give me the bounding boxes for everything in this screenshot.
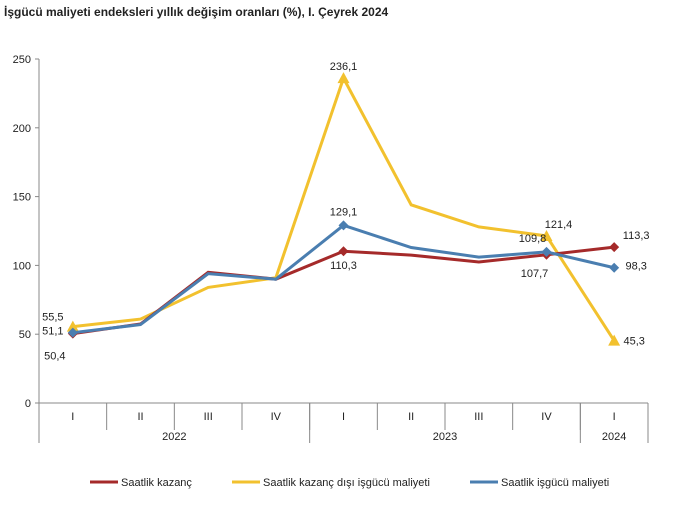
data-label: 55,5 <box>42 312 63 324</box>
data-point <box>66 320 79 332</box>
data-point <box>338 246 349 257</box>
year-label: 2023 <box>433 431 457 443</box>
x-tick-label: III <box>204 411 213 423</box>
x-tick-label: I <box>613 411 616 423</box>
data-point <box>541 246 552 257</box>
data-label: 110,3 <box>330 260 357 272</box>
y-tick-label: 100 <box>13 260 31 272</box>
legend-label: Saatlik kazanç dışı işgücü maliyeti <box>263 477 430 489</box>
data-label: 50,4 <box>44 351 65 363</box>
data-label: 236,1 <box>330 61 358 73</box>
data-label: 113,3 <box>623 230 650 242</box>
data-label: 98,3 <box>625 261 646 273</box>
year-label: 2024 <box>602 431 626 443</box>
data-point <box>608 334 621 346</box>
data-point <box>609 262 620 273</box>
legend-label: Saatlik kazanç <box>121 477 192 489</box>
x-tick-label: IV <box>541 411 552 423</box>
data-label: 121,4 <box>545 219 573 231</box>
y-tick-label: 250 <box>13 54 31 66</box>
data-label: 129,1 <box>330 206 358 218</box>
x-tick-label: III <box>474 411 483 423</box>
data-label: 107,7 <box>521 268 549 280</box>
y-tick-label: 0 <box>25 398 31 410</box>
data-point <box>67 327 78 338</box>
year-label: 2022 <box>162 431 186 443</box>
x-tick-label: I <box>71 411 74 423</box>
data-label: 51,1 <box>42 326 63 338</box>
data-label: 45,3 <box>623 336 644 348</box>
data-point <box>609 242 620 253</box>
x-tick-label: IV <box>271 411 282 423</box>
data-point <box>540 229 553 241</box>
data-point <box>338 220 349 231</box>
x-tick-label: I <box>342 411 345 423</box>
chart-title: İşgücü maliyeti endeksleri yıllık değişi… <box>4 5 389 19</box>
y-tick-label: 50 <box>19 329 31 341</box>
x-tick-label: II <box>137 411 143 423</box>
data-label: 109,8 <box>519 233 547 245</box>
legend-label: Saatlik işgücü maliyeti <box>501 477 609 489</box>
y-tick-label: 150 <box>13 192 31 204</box>
data-point <box>337 72 350 84</box>
y-tick-label: 200 <box>13 123 31 135</box>
x-tick-label: II <box>408 411 414 423</box>
